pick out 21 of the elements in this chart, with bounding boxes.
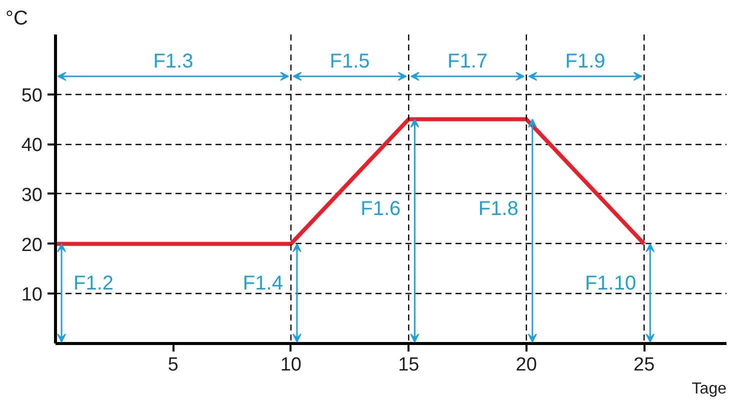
y-tick-label: 40 (21, 135, 43, 156)
annotation: F1.3 (153, 50, 194, 72)
annotation: F1.10 (584, 272, 636, 295)
annotation: F1.5 (330, 50, 370, 72)
y-tick-label: 50 (21, 85, 43, 106)
x-tick-label: 5 (168, 354, 179, 376)
annotation: F1.9 (565, 50, 606, 72)
y-axis-title: °C (6, 8, 28, 30)
y-tick-label: 20 (21, 234, 43, 256)
annotation: F1.6 (360, 198, 401, 220)
y-tick-label: 10 (21, 284, 43, 306)
annotation: F1.8 (478, 198, 518, 220)
annotation: F1.7 (448, 50, 488, 72)
x-tick-label: 25 (634, 354, 655, 376)
annotation: F1.4 (242, 272, 283, 295)
y-tick-label: 30 (21, 184, 43, 206)
x-tick-label: 20 (516, 354, 537, 376)
x-tick-label: 10 (280, 354, 302, 376)
x-axis-title: Tage (692, 380, 727, 398)
x-tick-label: 15 (398, 354, 420, 376)
annotation: F1.2 (74, 272, 114, 295)
